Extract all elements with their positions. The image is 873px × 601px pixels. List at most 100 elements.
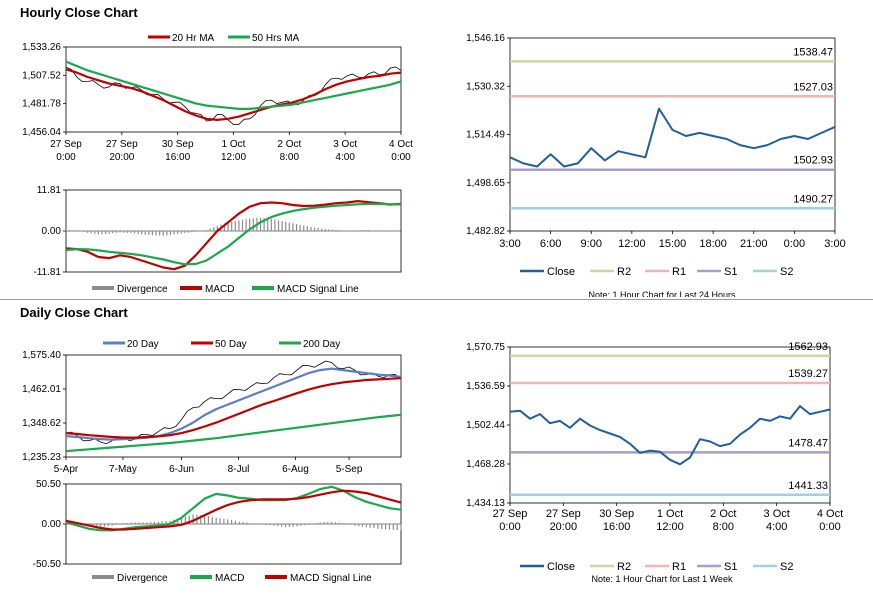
level-label-r2: 1562.93 xyxy=(788,341,828,353)
x-tick-label-date: 3 Oct xyxy=(333,139,357,150)
y-tick-label: 0.00 xyxy=(42,226,62,237)
hourly-close-chart: 1,546.16 1,530.32 1,514.49 1,498.65 1,482.82… xyxy=(466,33,846,297)
x-tick-label-date: 2 Oct xyxy=(710,508,736,520)
x-tick-label-time: 8:00 xyxy=(280,152,300,163)
x-tick-label-date: 30 Sep xyxy=(599,508,634,520)
x-tick-label: 3:00 xyxy=(824,238,845,250)
y-tick-label: 1,481.78 xyxy=(22,99,61,110)
legend-label: 20 Day xyxy=(127,339,159,350)
legend-label: S1 xyxy=(724,561,737,573)
x-tick-label-date: 27 Sep xyxy=(493,508,528,520)
level-label-r1: 1527.03 xyxy=(793,81,833,93)
x-tick-label: 6-Aug xyxy=(282,464,309,475)
x-tick-label: 0:00 xyxy=(784,238,805,250)
x-tick-label: 15:00 xyxy=(659,238,687,250)
macd-line xyxy=(65,200,402,271)
x-tick-label-date: 1 Oct xyxy=(222,139,246,150)
level-label-s2: 1490.27 xyxy=(793,193,833,205)
chart-note: Note: 1 Hour Chart for Last 1 Week xyxy=(592,574,733,584)
x-tick-label: 6:00 xyxy=(540,238,561,250)
y-tick-label: 1,468.28 xyxy=(466,459,505,470)
legend-label: R2 xyxy=(617,266,631,278)
y-tick-label: 1,434.13 xyxy=(466,498,505,509)
daily-price-chart: 1,575.40 1,462.01 1,348.62 1,235.23 20 Day 50… xyxy=(22,339,402,475)
legend-label: Divergence xyxy=(117,573,168,584)
section-divider xyxy=(0,299,873,300)
x-tick-label-time: 0:00 xyxy=(499,521,520,533)
close-line xyxy=(509,405,831,466)
level-label-s1: 1502.93 xyxy=(793,155,833,167)
y-tick-label: -11.81 xyxy=(33,267,61,278)
legend-label: MACD xyxy=(205,284,234,295)
y-tick-label: 1,530.32 xyxy=(466,81,505,92)
legend-label: 20 Hr MA xyxy=(172,33,215,44)
y-tick-label: 1,546.16 xyxy=(466,33,505,44)
plot-frame xyxy=(65,354,402,458)
y-tick-label: -50.50 xyxy=(33,559,62,570)
legend-label: S2 xyxy=(780,266,793,278)
legend-label: R1 xyxy=(672,561,686,573)
x-tick-label-date: 27 Sep xyxy=(50,139,82,150)
y-tick-label: 1,533.26 xyxy=(22,42,61,53)
y-tick-label: 0.00 xyxy=(42,519,62,530)
level-label-s1: 1478.47 xyxy=(788,437,828,449)
price-line xyxy=(65,66,402,125)
y-tick-label: 1,575.40 xyxy=(22,350,61,361)
daily-macd-chart: 50.50 0.00 -50.50 Divergence MACD MACD Signal… xyxy=(33,479,402,584)
x-tick-label: 18:00 xyxy=(699,238,727,250)
y-tick-label: 11.81 xyxy=(37,185,62,196)
legend-label: Close xyxy=(547,561,575,573)
legend-label: 50 Day xyxy=(215,339,247,350)
y-tick-label: 1,536.59 xyxy=(466,381,505,392)
x-tick-label-date: 3 Oct xyxy=(764,508,790,520)
x-tick-label-time: 20:00 xyxy=(109,152,134,163)
x-tick-label: 9:00 xyxy=(581,238,602,250)
x-tick-label-date: 27 Sep xyxy=(546,508,581,520)
legend-label: Close xyxy=(547,266,575,278)
50-hr-ma-line xyxy=(65,60,402,111)
x-tick-label: 8-Jul xyxy=(228,464,250,475)
legend-label: 200 Day xyxy=(303,339,340,350)
x-tick-label-date: 2 Oct xyxy=(277,139,301,150)
macd-signal-line xyxy=(65,202,401,266)
y-tick-label: 1,514.49 xyxy=(466,130,505,141)
x-tick-label-time: 8:00 xyxy=(713,521,734,533)
x-tick-label-time: 4:00 xyxy=(766,521,787,533)
x-tick-label-time: 0:00 xyxy=(391,152,411,163)
legend-label: R1 xyxy=(672,266,686,278)
plot-frame xyxy=(509,346,831,504)
x-tick-label: 5-Apr xyxy=(54,464,79,475)
legend-label: S2 xyxy=(780,561,793,573)
x-tick-label: 6-Jun xyxy=(169,464,194,475)
x-tick-label: 7-May xyxy=(109,464,137,475)
y-tick-label: 1,462.01 xyxy=(22,384,61,395)
x-tick-label: 21:00 xyxy=(740,238,768,250)
legend-label: S1 xyxy=(724,266,737,278)
macd-signal-line xyxy=(65,489,402,531)
x-tick-label-time: 12:00 xyxy=(221,152,246,163)
y-tick-label: 1,570.75 xyxy=(466,342,505,353)
x-tick-label: 3:00 xyxy=(499,238,520,250)
x-tick-label-time: 4:00 xyxy=(335,152,355,163)
x-tick-label-time: 20:00 xyxy=(550,521,578,533)
x-tick-label-date: 4 Oct xyxy=(817,508,843,520)
x-tick-label-date: 30 Sep xyxy=(162,139,194,150)
legend-label: Divergence xyxy=(117,284,168,295)
legend-label: MACD Signal Line xyxy=(290,573,372,584)
y-tick-label: 1,456.04 xyxy=(22,127,61,138)
daily-section-title: Daily Close Chart xyxy=(20,305,128,320)
x-tick-label-date: 1 Oct xyxy=(657,508,683,520)
hourly-macd-chart: 11.81 0.00 -11.81 Divergence MACD MACD Signal… xyxy=(33,185,402,295)
level-label-s2: 1441.33 xyxy=(788,480,828,492)
close-line xyxy=(509,107,836,168)
y-tick-label: 1,482.82 xyxy=(466,226,505,237)
y-tick-label: 50.50 xyxy=(36,479,61,490)
plot-frame xyxy=(509,37,836,232)
y-tick-label: 1,507.52 xyxy=(22,70,61,81)
daily-close-chart: 1,570.75 1,536.59 1,502.44 1,468.28 1,434.13… xyxy=(466,341,843,584)
200-day-ma-line xyxy=(65,413,402,453)
hourly-price-chart: 1,533.26 1,507.52 1,481.78 1,456.04 20 Hr MA… xyxy=(22,33,413,163)
level-label-r1: 1539.27 xyxy=(788,368,828,380)
x-tick-label-time: 16:00 xyxy=(603,521,631,533)
20-hr-ma-line xyxy=(65,68,402,122)
